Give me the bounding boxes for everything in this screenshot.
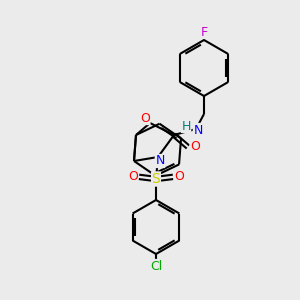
Text: H: H: [181, 119, 191, 133]
Text: Cl: Cl: [150, 260, 162, 272]
Text: N: N: [155, 154, 165, 167]
Text: O: O: [174, 170, 184, 184]
Text: O: O: [190, 140, 200, 154]
Text: F: F: [200, 26, 208, 38]
Text: O: O: [128, 170, 138, 184]
Text: S: S: [152, 172, 160, 186]
Text: O: O: [140, 112, 150, 124]
Text: N: N: [193, 124, 203, 136]
